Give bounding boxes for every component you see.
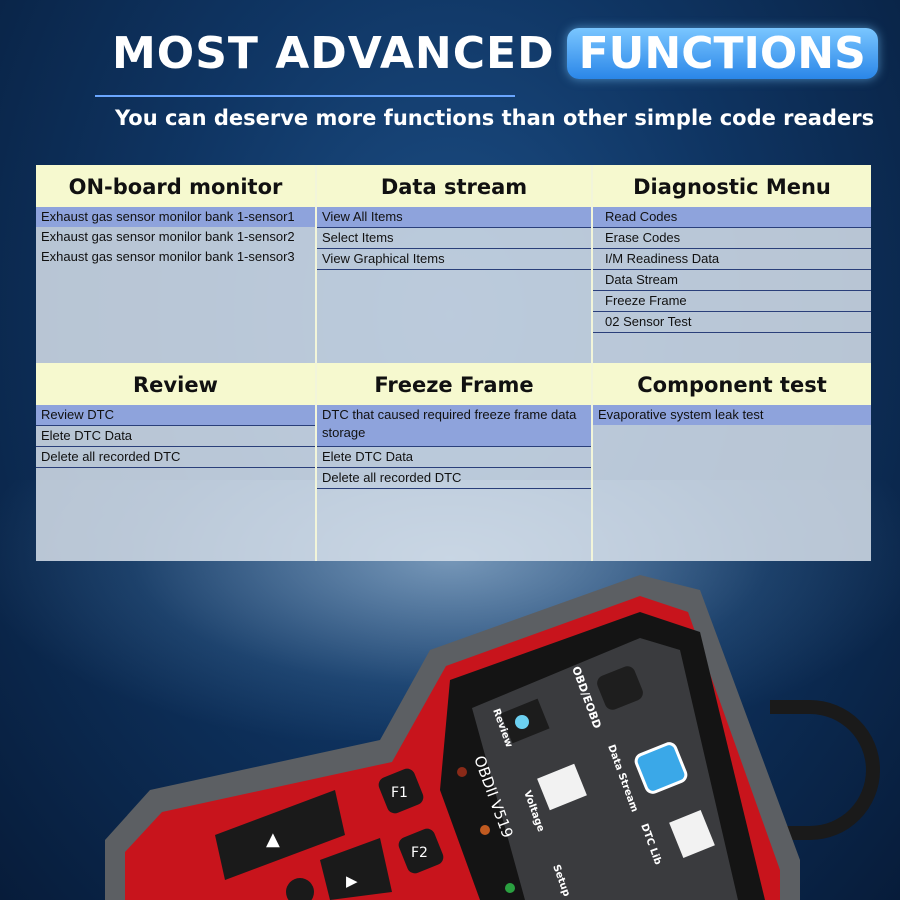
functions-table: ON-board monitor Exhaust gas sensor moni… (36, 165, 871, 561)
section-title: Diagnostic Menu (593, 165, 871, 207)
list-item: Exhaust gas sensor monilor bank 1-sensor… (41, 229, 295, 244)
section-data-stream: Data stream View All Items Select Items … (317, 165, 593, 363)
list-item: Review DTC (36, 405, 315, 426)
list-item: Exhaust gas sensor monilor bank 1-sensor… (41, 249, 295, 264)
section-title: Freeze Frame (317, 363, 591, 405)
status-led-orange (480, 825, 490, 835)
f2-button[interactable] (396, 826, 445, 875)
list-item: Delete all recorded DTC (36, 447, 315, 468)
ok-button[interactable] (286, 878, 314, 900)
section-component-test: Component test Evaporative system leak t… (593, 363, 871, 561)
section-onboard-monitor: ON-board monitor Exhaust gas sensor moni… (36, 165, 317, 363)
list-item: Delete all recorded DTC (317, 468, 591, 489)
obd-icon (597, 666, 643, 710)
f1-label: F1 (391, 785, 408, 801)
headline-underline (95, 95, 515, 97)
list-item: Erase Codes (593, 228, 871, 249)
status-led-green (505, 883, 515, 893)
list-item: DTC that caused required freeze frame da… (317, 405, 591, 447)
section-review: Review Review DTC Elete DTC Data Delete … (36, 363, 317, 561)
headline: MOST ADVANCED FUNCTIONS (112, 28, 878, 79)
list-item: Freeze Frame (593, 291, 871, 312)
f2-label: F2 (411, 845, 428, 861)
list-item: Evaporative system leak test (593, 405, 871, 425)
list-item: View Graphical Items (317, 249, 591, 270)
section-title: Review (36, 363, 315, 405)
status-led-red (457, 767, 467, 777)
list-item: Elete DTC Data (36, 426, 315, 447)
list-item: Exhaust gas sensor monilor bank 1-sensor… (36, 207, 315, 227)
section-title: Data stream (317, 165, 591, 207)
right-arrow-icon: ▶ (346, 872, 358, 890)
section-freeze-frame: Freeze Frame DTC that caused required fr… (317, 363, 593, 561)
subtitle: You can deserve more functions than othe… (115, 106, 875, 130)
dtc-lib-icon (669, 810, 715, 858)
headline-part1: MOST ADVANCED (112, 28, 555, 79)
review-icon-lens (515, 715, 529, 729)
list-item: I/M Readiness Data (593, 249, 871, 270)
obd-scanner-device: OBD/EOBD Review Data Stream Voltage DTC … (105, 575, 800, 900)
list-item: Data Stream (593, 270, 871, 291)
right-button[interactable] (320, 838, 392, 900)
data-stream-icon (634, 742, 688, 794)
list-item: 02 Sensor Test (593, 312, 871, 333)
section-diagnostic-menu: Diagnostic Menu Read Codes Erase Codes I… (593, 165, 871, 363)
f1-button[interactable] (376, 766, 425, 815)
section-title: ON-board monitor (36, 165, 315, 207)
up-arrow-icon: ▲ (266, 829, 280, 850)
up-button[interactable] (215, 790, 345, 880)
list-item: Select Items (317, 228, 591, 249)
list-item: View All Items (317, 207, 591, 228)
list-item: Read Codes (593, 207, 871, 228)
list-item: Elete DTC Data (317, 447, 591, 468)
headline-part2: FUNCTIONS (566, 28, 878, 79)
voltage-icon (537, 763, 587, 811)
section-title: Component test (593, 363, 871, 405)
